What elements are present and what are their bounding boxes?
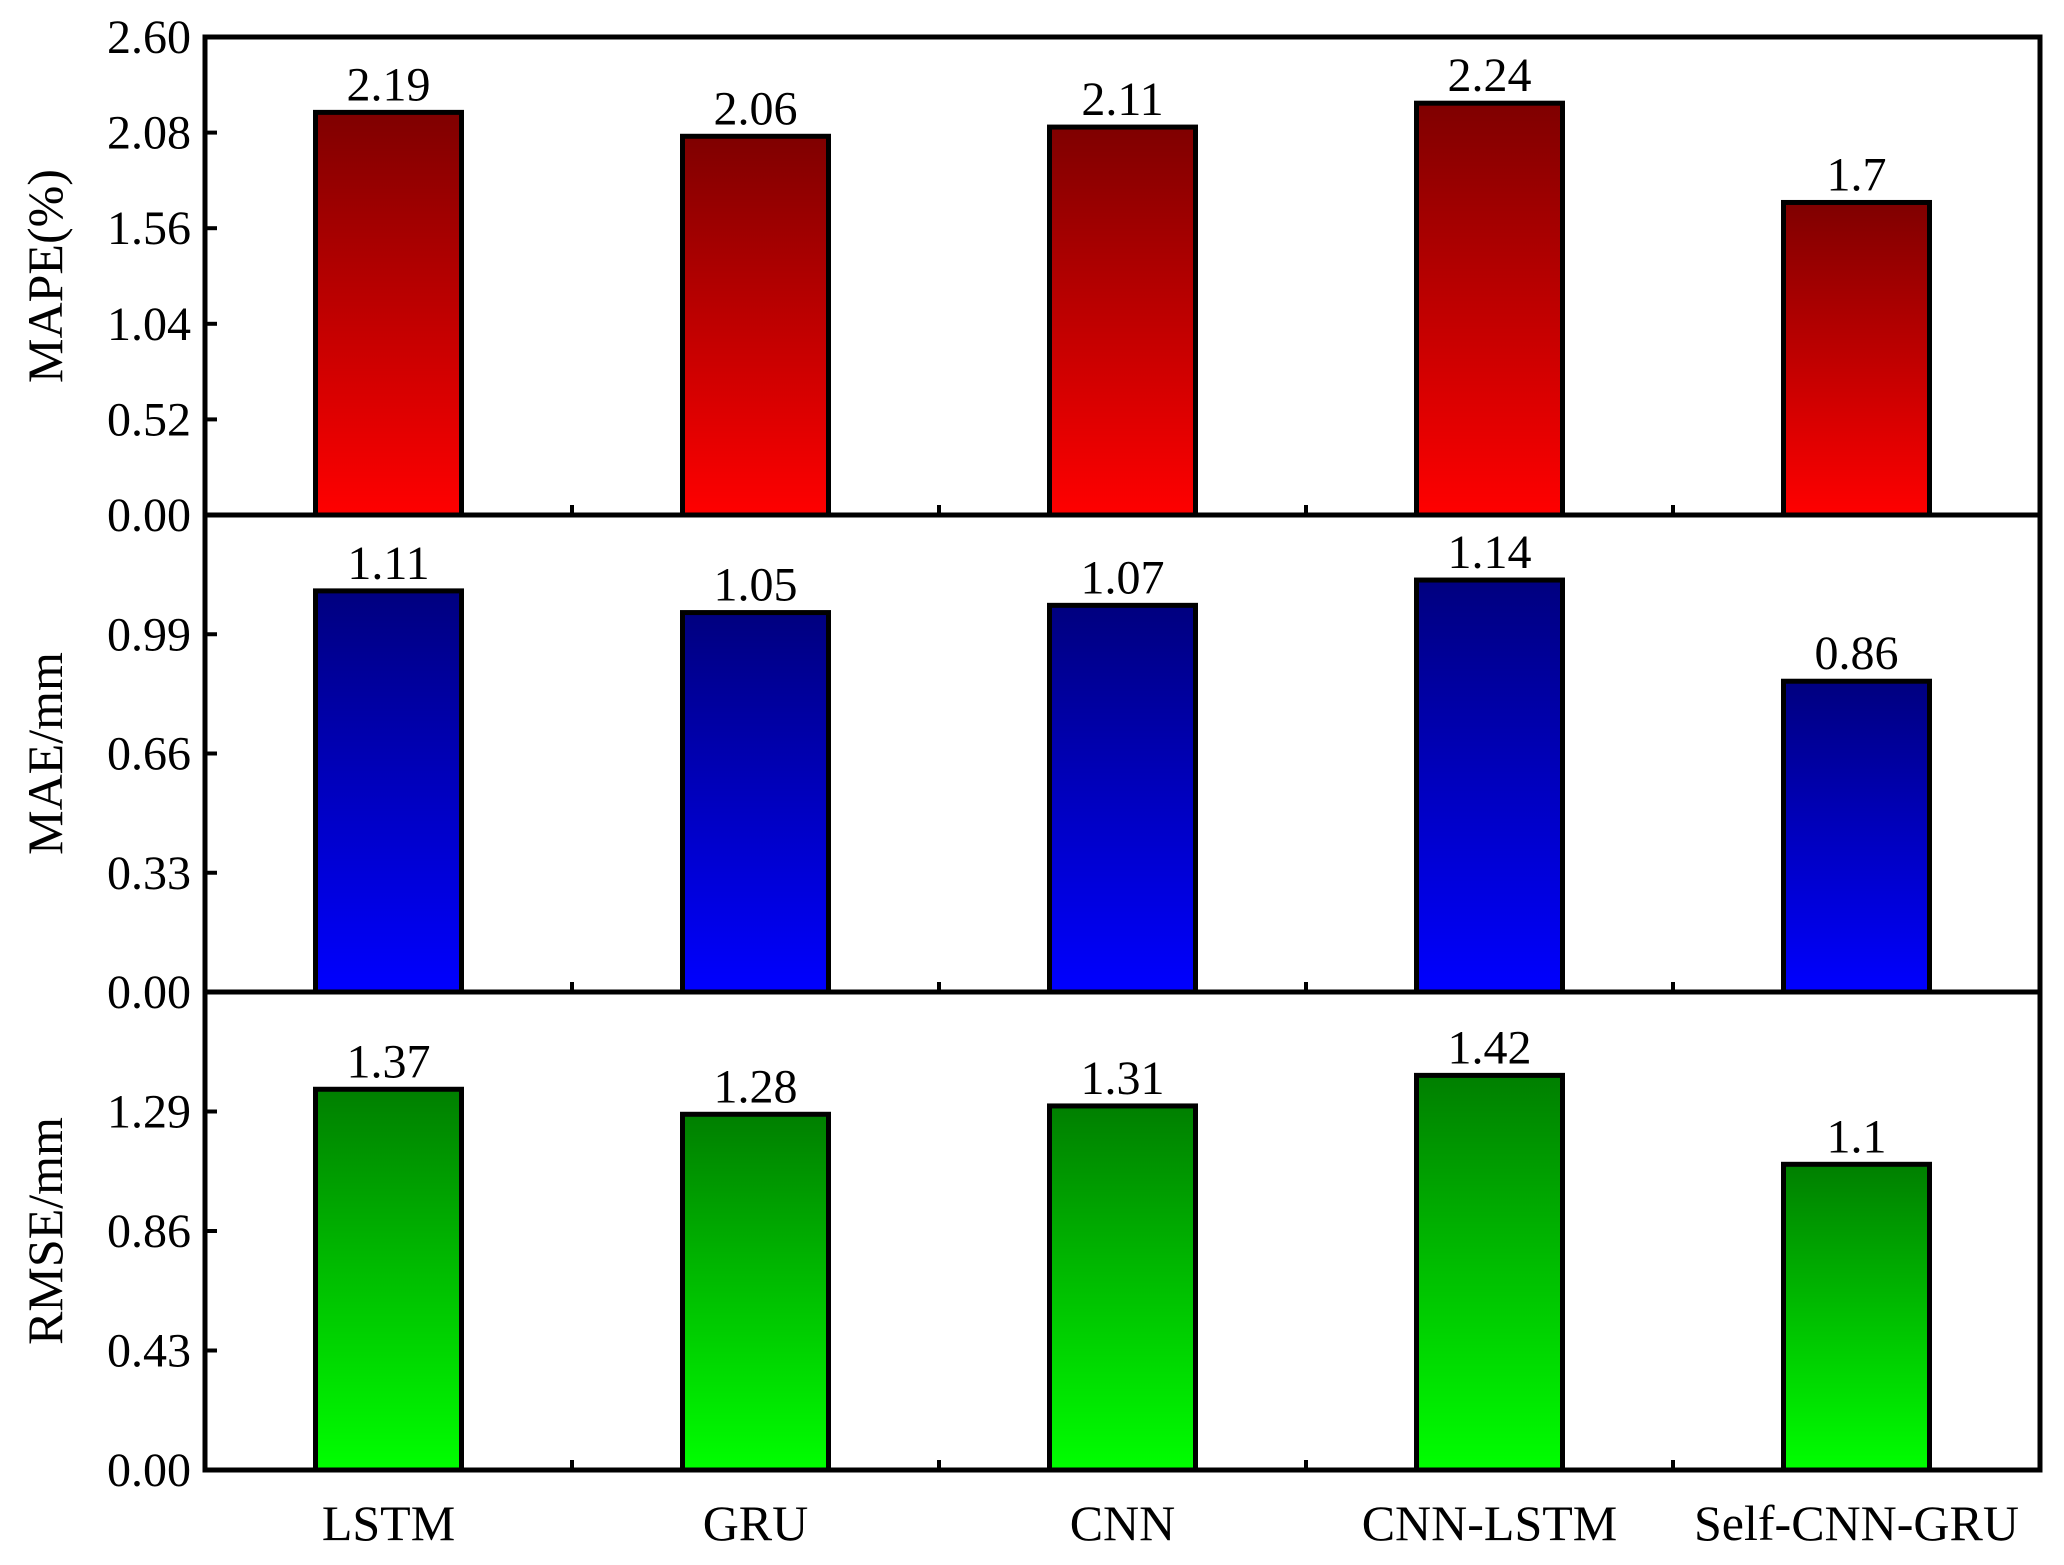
- value-label-rmse-3: 1.42: [1448, 1021, 1532, 1074]
- x-category-label-3: CNN-LSTM: [1362, 1495, 1618, 1551]
- panel-mae: 1.11 1.05 1.07 1.14 0.86 0.00 0.33 0.66 0.99 MAE/…: [17, 512, 2043, 1019]
- x-category-label-4: Self-CNN-GRU: [1694, 1495, 2019, 1551]
- value-label-mape-0: 2.19: [347, 58, 431, 111]
- x-category-label-1: GRU: [703, 1495, 809, 1551]
- value-label-rmse-4: 1.1: [1827, 1110, 1887, 1163]
- value-label-rmse-2: 1.31: [1081, 1052, 1165, 1105]
- y-tick-label-mae-2: 0.66: [107, 728, 191, 781]
- y-tick-label-rmse-3: 1.29: [107, 1086, 191, 1139]
- y-tick-label-mape-4: 2.08: [107, 107, 191, 160]
- bar-mae-4: [1781, 678, 1932, 995]
- y-tick-label-mape-2: 1.04: [107, 298, 191, 351]
- y-tick-label-mae-0: 0.00: [107, 966, 191, 1019]
- y-tick-label-rmse-2: 0.86: [107, 1205, 191, 1258]
- bar-mae-1: [680, 610, 831, 995]
- bar-mape-3: [1414, 100, 1565, 518]
- bar-mape-0: [313, 109, 464, 518]
- value-label-mae-2: 1.07: [1081, 551, 1165, 604]
- value-label-mape-4: 1.7: [1827, 148, 1887, 201]
- bar-rmse-3: [1414, 1072, 1565, 1473]
- value-label-mae-3: 1.14: [1448, 526, 1532, 579]
- bar-mae-3: [1414, 577, 1565, 995]
- bar-mae-0: [313, 588, 464, 995]
- x-category-label-0: LSTM: [322, 1495, 455, 1551]
- bar-rmse-1: [680, 1111, 831, 1473]
- value-label-mae-1: 1.05: [714, 559, 798, 612]
- y-tick-label-mae-3: 0.99: [107, 608, 191, 661]
- bar-mae-2: [1047, 602, 1198, 995]
- y-axis-label-mae: MAE/mm: [17, 652, 73, 855]
- value-label-mae-4: 0.86: [1815, 627, 1899, 680]
- value-label-rmse-0: 1.37: [347, 1035, 431, 1088]
- value-label-mape-3: 2.24: [1448, 49, 1532, 102]
- value-label-mae-0: 1.11: [347, 537, 429, 590]
- y-tick-label-mae-1: 0.33: [107, 847, 191, 900]
- y-tick-label-mape-0: 0.00: [107, 489, 191, 542]
- value-label-mape-2: 2.11: [1081, 73, 1163, 126]
- panel-mape: 2.19 2.06 2.11 2.24 1.7 0.00 0.52 1.04 1.56 2.08 2…: [17, 11, 2043, 542]
- bar-mape-2: [1047, 124, 1198, 518]
- value-label-rmse-1: 1.28: [714, 1060, 798, 1113]
- bar-rmse-0: [313, 1086, 464, 1473]
- value-label-mape-1: 2.06: [714, 82, 798, 135]
- y-tick-label-rmse-1: 0.43: [107, 1325, 191, 1378]
- y-tick-label-mape-3: 1.56: [107, 202, 191, 255]
- bar-rmse-4: [1781, 1161, 1932, 1473]
- y-tick-label-mape-1: 0.52: [107, 393, 191, 446]
- y-tick-label-mape-5: 2.60: [107, 11, 191, 64]
- y-axis-label-mape: MAPE(%): [17, 169, 73, 383]
- panel-rmse: 1.37 1.28 1.31 1.42 1.1 0.00 0.43 0.86 1.29 RMSE/…: [17, 989, 2043, 1497]
- bar-rmse-2: [1047, 1103, 1198, 1473]
- bar-mape-1: [680, 133, 831, 518]
- y-tick-label-rmse-0: 0.00: [107, 1444, 191, 1497]
- bar-mape-4: [1781, 199, 1932, 518]
- x-category-label-2: CNN: [1070, 1495, 1176, 1551]
- y-axis-label-rmse: RMSE/mm: [17, 1117, 73, 1345]
